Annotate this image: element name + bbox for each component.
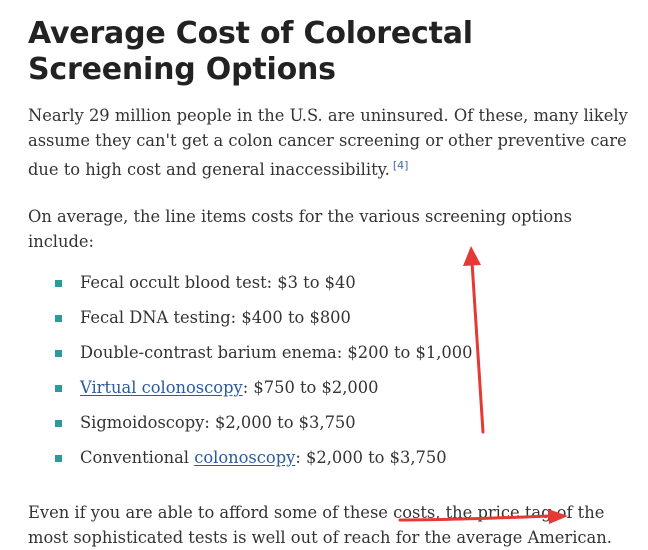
list-item: Conventional colonoscopy: $2,000 to $3,7… [28, 440, 640, 475]
list-item: Fecal occult blood test: $3 to $40 [28, 265, 640, 300]
list-item-text: Sigmoidoscopy: $2,000 to $3,750 [80, 413, 356, 432]
article: Average Cost of Colorectal Screening Opt… [28, 16, 640, 550]
list-item-prefix: Conventional [80, 448, 195, 467]
bullet-icon [55, 455, 62, 462]
intro-text: Nearly 29 million people in the U.S. are… [28, 106, 628, 179]
citation-link[interactable]: [4] [392, 159, 409, 172]
list-item-text: Fecal occult blood test: $3 to $40 [80, 273, 356, 292]
list-item: Double-contrast barium enema: $200 to $1… [28, 335, 640, 370]
bullet-icon [55, 420, 62, 427]
colonoscopy-link[interactable]: colonoscopy [194, 448, 296, 467]
list-item-text: : $2,000 to $3,750 [295, 448, 447, 467]
bullet-icon [55, 280, 62, 287]
list-item-text: : $750 to $2,000 [242, 378, 379, 397]
intro-paragraph: Nearly 29 million people in the U.S. are… [28, 103, 640, 182]
virtual-colonoscopy-link[interactable]: Virtual colonoscopy [80, 378, 243, 397]
cost-list: Fecal occult blood test: $3 to $40 Fecal… [28, 265, 640, 475]
page-title: Average Cost of Colorectal Screening Opt… [28, 16, 473, 87]
list-item: Fecal DNA testing: $400 to $800 [28, 300, 640, 335]
bullet-icon [55, 385, 62, 392]
lead-paragraph: On average, the line items costs for the… [28, 207, 572, 251]
list-item: Sigmoidoscopy: $2,000 to $3,750 [28, 405, 640, 440]
list-item: Virtual colonoscopy: $750 to $2,000 [28, 370, 640, 405]
bullet-icon [55, 315, 62, 322]
list-item-text: Fecal DNA testing: $400 to $800 [80, 308, 351, 327]
list-item-text: Double-contrast barium enema: $200 to $1… [80, 343, 473, 362]
closing-paragraph: Even if you are able to afford some of t… [28, 503, 612, 547]
bullet-icon [55, 350, 62, 357]
